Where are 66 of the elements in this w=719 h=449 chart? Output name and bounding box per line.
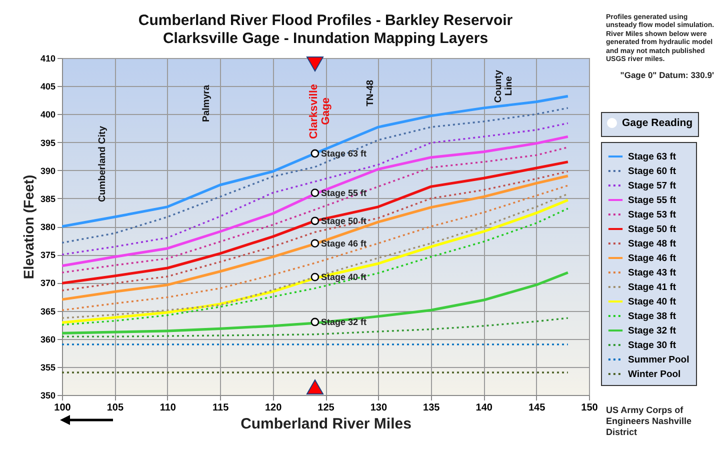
- data-label: Stage 46 ft: [320, 238, 366, 248]
- legend-label: Gage Reading: [622, 117, 693, 129]
- data-label: Stage 50 ft: [320, 216, 366, 226]
- legend-label: Stage 30 ft: [628, 340, 677, 351]
- legend-label: Stage 63 ft: [628, 152, 677, 162]
- point: [310, 216, 320, 226]
- legend-label: Stage 43 ft: [628, 268, 677, 278]
- annotation: County Line: [492, 70, 514, 103]
- x-tick-label: 140: [476, 402, 493, 414]
- y-tick-label: 360: [40, 334, 56, 344]
- annotation: Palmyra: [201, 85, 212, 122]
- y-tick-label: 405: [40, 82, 56, 92]
- y-tick-label: 370: [40, 278, 56, 288]
- annotation: Clarksville Gage: [308, 84, 332, 140]
- x-tick-label: 110: [160, 402, 176, 414]
- data-label: Stage 32 ft: [320, 316, 366, 327]
- data-label: Stage 55 ft: [320, 188, 366, 198]
- legend-label: Winter Pool: [628, 369, 681, 380]
- legend-label: Stage 41 ft: [628, 282, 677, 293]
- x-tick-label: 125: [318, 402, 335, 414]
- x-axis-title: Cumberland River Miles: [240, 416, 412, 432]
- y-tick-label: 375: [40, 250, 56, 260]
- legend-label: Stage 40 ft: [628, 296, 677, 308]
- chart-subtitle: Clarksville Gage - Inundation Mapping Layers: [162, 30, 488, 47]
- point: [310, 188, 320, 197]
- legend-label: Stage 48 ft: [628, 238, 677, 250]
- legend-label: Stage 53 ft: [628, 210, 677, 220]
- x-tick-label: 130: [370, 402, 388, 414]
- legend-label: Stage 38 ft: [628, 311, 677, 322]
- y-tick-label: 355: [40, 362, 56, 372]
- text: "Gage 0" Datum: 330.9': [619, 70, 714, 80]
- y-tick-label: 400: [40, 110, 56, 120]
- y-axis-title: Elevation (Feet): [20, 174, 36, 280]
- legend-label: Summer Pool: [628, 354, 690, 366]
- x-tick-label: 100: [54, 402, 72, 414]
- x-tick-label: 145: [528, 402, 546, 414]
- y-tick-label: 395: [40, 138, 56, 148]
- y-tick-label: 390: [40, 166, 56, 176]
- y-tick-label: 410: [40, 54, 56, 64]
- legend-label: Stage 50 ft: [628, 224, 677, 235]
- annotation: Cumberland City: [97, 126, 108, 202]
- legend-label: Stage 57 ft: [628, 180, 677, 192]
- point: [310, 318, 320, 326]
- x-tick-label: 105: [106, 402, 124, 414]
- x-tick-label: 135: [423, 402, 440, 414]
- x-tick-label: 120: [264, 402, 282, 414]
- line-series: [62, 317, 569, 338]
- x-tick-label: 115: [212, 402, 230, 414]
- legend-label: Stage 46 ft: [628, 253, 677, 264]
- y-tick-label: 380: [40, 222, 56, 232]
- data-label: Stage 40 ft: [320, 272, 366, 282]
- y-tick-label: 350: [40, 390, 56, 400]
- data-label: Stage 63 ft: [320, 148, 366, 158]
- chart-title: Cumberland River Flood Profiles - Barkley Reservoir: [138, 12, 513, 29]
- legend-label: Stage 60 ft: [628, 166, 677, 177]
- annotation: TN-48: [365, 80, 376, 106]
- line-series: [62, 271, 570, 335]
- point: [310, 239, 320, 248]
- y-tick-label: 385: [40, 194, 56, 204]
- point: [310, 149, 320, 158]
- legend-label: Stage 32 ft: [628, 326, 677, 336]
- x-tick-label: 150: [581, 402, 598, 414]
- point: [310, 272, 320, 282]
- legend-label: Stage 55 ft: [628, 195, 677, 206]
- y-tick-label: 365: [40, 306, 56, 316]
- text: US Army Corps of Engineers Nashville District: [606, 405, 693, 438]
